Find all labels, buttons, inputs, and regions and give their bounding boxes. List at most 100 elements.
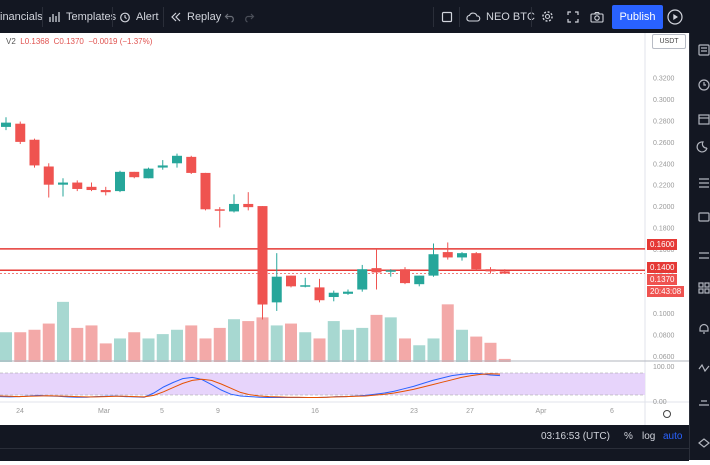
fullscreen-button[interactable] [567,0,579,33]
volume-bar [142,338,155,362]
volume-bar [456,329,468,362]
time-axis-label: Mar [98,408,111,415]
candle-body [300,285,311,287]
layout-square-button[interactable] [441,0,453,33]
countdown-label: 20:43:08 [650,287,682,296]
time-axis-label: Apr [536,408,548,415]
replay-button[interactable]: Replay [170,0,221,33]
volume-bar [185,325,198,362]
redo-button[interactable] [243,0,255,33]
volume-bar [171,329,183,362]
volume-bar [299,332,312,362]
replay-rewind-icon [171,12,181,21]
indicator-scale-label: 100.00 [653,364,675,371]
percent-toggle[interactable]: % [624,425,633,448]
price-tick-label: 0.1000 [653,311,675,318]
time-axis-label: 9 [216,408,220,415]
volume-bar [42,323,55,362]
templates-button[interactable]: Templates [49,0,116,33]
top-toolbar: inancials Templates Alert Replay [0,0,710,34]
price-tick-label: 0.1800 [653,225,675,232]
indicator-settings-icon [663,410,671,418]
indicator-scale-label: 0.00 [653,399,667,406]
watchlist-icon[interactable] [698,44,710,56]
candle-body [43,166,54,185]
undo-button[interactable] [224,0,236,33]
last-price-tag: 0.1370 [647,274,678,285]
price-tick-label: 0.2200 [653,183,675,190]
volume-bar [427,338,440,362]
toolbar-divider [433,7,434,27]
auto-label: auto [663,431,683,442]
candle-body [100,190,111,193]
publish-button[interactable]: Publish [612,5,663,29]
auto-toggle[interactable]: auto [663,425,682,448]
layers-icon[interactable] [698,438,710,448]
snapshot-button[interactable] [590,0,604,33]
alert-button[interactable]: Alert [119,0,159,33]
candle-body [72,182,83,189]
right-sidebar-icons [696,44,710,448]
candle-body [499,271,510,274]
log-toggle[interactable]: log [642,425,655,448]
utc-clock[interactable]: 03:16:53 (UTC) [541,425,610,448]
volume-bar [498,358,511,362]
cloud-icon [466,12,481,22]
volume-bar [0,332,12,362]
volume-bar [399,338,411,362]
financials-button[interactable]: inancials [0,0,43,33]
percent-label: % [624,431,633,442]
candle-body [371,268,382,273]
volume-bar [470,336,483,362]
time-axis-label: 6 [610,408,614,415]
price-tick-label: 0.2800 [653,118,675,125]
price-tick-label: 0.2400 [653,161,675,168]
chart-canvas[interactable]: 24 Mar 5 9 16 23 27 Apr 6 0.3200 0.3000 0.2800 0.260… [0,33,689,425]
volume-bar [370,314,383,362]
price-tick-label: 0.3000 [653,97,675,104]
settings-button[interactable] [541,0,554,33]
volume-bar [85,325,98,362]
volume-bar [313,338,326,362]
volume-bar [99,343,112,362]
signal-icon[interactable] [699,400,709,406]
price-tag-high-label: 0.1600 [650,240,675,249]
lines-icon[interactable] [699,178,709,188]
chat-icon[interactable] [698,212,710,222]
toolbar-divider [112,7,113,27]
legend-close: C0.1370 [53,37,84,46]
candle-body [1,122,11,127]
wave-icon[interactable] [698,363,710,373]
bell-icon[interactable] [699,323,709,334]
clock-icon[interactable] [698,79,710,91]
stochastic-d-line [0,373,501,398]
candle-body [428,254,439,276]
idea-icon[interactable] [699,252,709,259]
price-tick-label: 0.0800 [653,332,675,339]
gear-icon [542,11,553,22]
chart-area[interactable]: 24 Mar 5 9 16 23 27 Apr 6 0.3200 0.3000 0.2800 0.260… [0,33,689,425]
calendar-icon[interactable] [698,114,710,125]
symbol-save-button[interactable]: NEO BTC [465,0,535,33]
volume-bar [57,301,69,362]
play-circle-icon [667,8,683,25]
play-button[interactable] [667,0,683,33]
candle-body [86,186,97,191]
square-icon [441,11,453,22]
volume-bar [213,327,226,362]
time-axis-label: 24 [16,408,24,415]
candle-body [15,123,26,142]
fullscreen-icon [567,10,579,23]
grid-icon[interactable] [698,282,710,294]
volume-bar [71,327,84,362]
candle-body [172,155,182,164]
moon-icon[interactable] [696,141,708,153]
volume-bar [28,329,41,362]
candle-body [214,209,225,211]
toolbar-divider [42,7,43,27]
legend-change: −0.0019 (−1.37%) [88,37,153,46]
volume-bar [285,323,297,362]
volume-bar [256,317,269,362]
currency-badge[interactable]: USDT [652,34,686,49]
log-label: log [642,431,656,442]
